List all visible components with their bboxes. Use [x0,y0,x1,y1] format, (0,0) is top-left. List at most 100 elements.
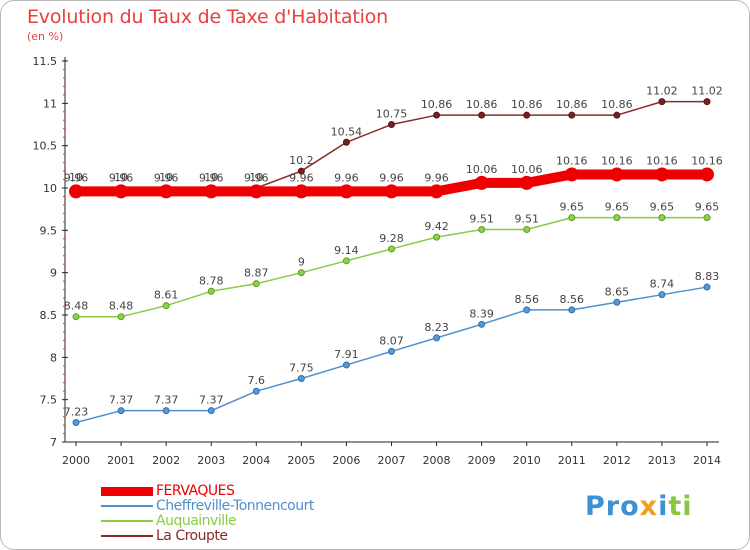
legend-swatch [101,520,153,522]
auquainville-data-label: 9.14 [334,244,359,257]
x-tick-label: 2000 [62,454,90,467]
cheffreville-point [252,387,260,395]
auquainville-data-label: 9.65 [560,201,585,214]
cheffreville-point [568,306,576,314]
y-tick-label: 7.5 [40,394,58,407]
auquainville-point [162,302,170,310]
cheffreville-point [613,298,621,306]
auquainville-point [703,214,711,222]
auquainville-data-label: 9.42 [424,220,449,233]
auquainville-data-label: 9.65 [650,201,675,214]
la-croupte-data-label: 10.75 [376,108,408,121]
fervaques-point [69,184,83,199]
fervaques-data-label: 10.16 [646,154,678,167]
fervaques-data-label: 9.96 [199,171,224,184]
logo-part: i [658,491,669,522]
la-croupte-data-label: 10 [249,171,263,184]
fervaques-data-label: 9.96 [424,171,449,184]
fervaques-data-label: 9.96 [289,171,314,184]
cheffreville-data-label: 8.74 [650,278,675,291]
auquainville-data-label: 8.61 [154,289,179,302]
unit-label: (en %) [27,30,64,43]
fervaques-point [700,167,714,182]
legend-item-la-croupte: La Croupte [101,528,361,544]
la-croupte-point [388,121,395,128]
fervaques-point [249,184,264,199]
y-tick-label: 8 [50,351,57,364]
cheffreville-point [117,407,125,415]
fervaques-point [159,184,174,199]
la-croupte-point [478,111,486,119]
cheffreville-data-label: 7.37 [199,394,224,407]
la-croupte-data-label: 10.86 [601,98,633,111]
cheffreville-point [433,334,441,342]
legend-label: La Croupte [156,528,228,544]
cheffreville-data-label: 7.6 [248,374,266,387]
la-croupte-data-label: 10.86 [466,98,498,111]
auquainville-point [252,280,260,288]
fervaques-point [384,184,399,199]
la-croupte-point [568,111,576,119]
fervaques-point [519,175,534,190]
la-croupte-point [342,138,350,146]
legend-label: FERVAQUES [156,483,235,499]
fervaques-data-label: 9.96 [334,171,359,184]
auquainville-point [72,313,80,321]
auquainville-data-label: 9.51 [469,212,494,225]
y-tick-label: 10 [43,182,57,195]
auquainville-data-label: 9.28 [379,232,404,245]
x-tick-label: 2005 [287,454,315,467]
x-tick-label: 2013 [648,454,676,467]
cheffreville-data-label: 8.39 [469,307,494,320]
y-tick-label: 9 [50,267,57,280]
fervaques-data-label: 9.96 [154,171,179,184]
x-tick-label: 2008 [423,454,451,467]
auquainville-point [388,245,395,253]
cheffreville-point [207,407,215,415]
legend-label: Auquainville [156,513,237,529]
auquainville-data-label: 9.65 [605,201,630,214]
auquainville-data-label: 8.48 [109,300,134,313]
x-tick-label: 2014 [693,454,721,467]
la-croupte-data-label: 10 [159,171,173,184]
x-tick-label: 2006 [332,454,360,467]
y-tick-label: 11 [43,97,57,110]
cheffreville-point [342,361,350,369]
cheffreville-data-label: 7.23 [64,406,89,419]
la-croupte-data-label: 10.86 [556,98,588,111]
cheffreville-data-label: 8.65 [605,285,630,298]
la-croupte-point [658,98,666,106]
fervaques-data-label: 10.06 [466,163,498,176]
x-tick-label: 2011 [558,454,586,467]
auquainville-point [297,269,305,277]
legend-label: Cheffreville-Tonnencourt [156,498,314,514]
legend-item-auquainville: Auquainville [101,513,361,529]
cheffreville-point [72,419,80,427]
fervaques-data-label: 10.06 [511,163,543,176]
auquainville-point [613,214,621,222]
la-croupte-data-label: 10 [114,171,128,184]
cheffreville-data-label: 8.56 [514,293,539,306]
fervaques-point [654,167,669,182]
fervaques-point [204,184,219,199]
cheffreville-point [162,407,170,415]
y-tick-label: 8.5 [40,309,58,322]
auquainville-data-label: 8.78 [199,274,224,287]
cheffreville-data-label: 7.37 [109,394,134,407]
fervaques-point [474,175,489,190]
proxiti-logo: Proxiti [585,491,693,522]
la-croupte-data-label: 10 [204,171,218,184]
legend-item-cheffreville: Cheffreville-Tonnencourt [101,498,361,514]
fervaques-data-label: 10.16 [691,154,723,167]
x-tick-label: 2002 [152,454,180,467]
x-tick-label: 2010 [513,454,541,467]
logo-part: x [639,491,659,522]
la-croupte-point [613,111,621,119]
fervaques-point [339,184,354,199]
logo-part: ti [668,491,693,522]
chart-title: Evolution du Taux de Taxe d'Habitation [27,6,388,28]
y-tick-label: 11.5 [33,55,58,68]
fervaques-point [429,184,444,199]
